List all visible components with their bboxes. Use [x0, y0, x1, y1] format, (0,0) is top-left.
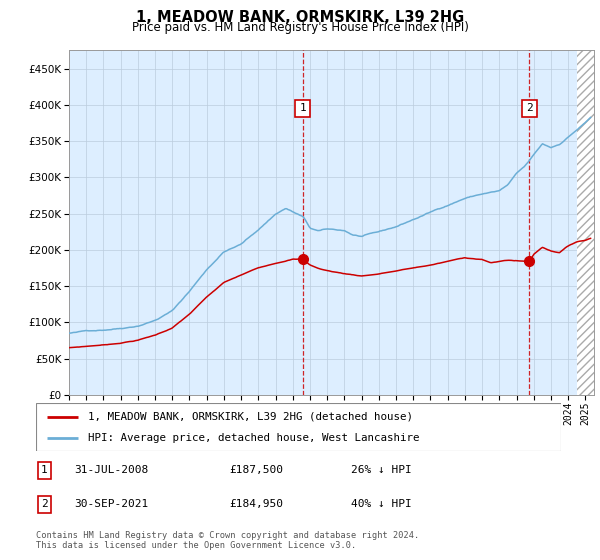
Text: 30-SEP-2021: 30-SEP-2021 [74, 500, 149, 510]
Text: 1: 1 [299, 104, 306, 114]
FancyBboxPatch shape [36, 403, 561, 451]
Text: 1, MEADOW BANK, ORMSKIRK, L39 2HG (detached house): 1, MEADOW BANK, ORMSKIRK, L39 2HG (detac… [89, 412, 413, 422]
Text: £184,950: £184,950 [229, 500, 283, 510]
Text: Contains HM Land Registry data © Crown copyright and database right 2024.
This d: Contains HM Land Registry data © Crown c… [36, 531, 419, 550]
Text: Price paid vs. HM Land Registry's House Price Index (HPI): Price paid vs. HM Land Registry's House … [131, 21, 469, 34]
Text: 40% ↓ HPI: 40% ↓ HPI [350, 500, 412, 510]
Text: £187,500: £187,500 [229, 465, 283, 475]
Text: 2: 2 [41, 500, 47, 510]
Text: 31-JUL-2008: 31-JUL-2008 [74, 465, 149, 475]
Text: 2: 2 [526, 104, 533, 114]
Text: 26% ↓ HPI: 26% ↓ HPI [350, 465, 412, 475]
Bar [577, 50, 594, 395]
Text: 1, MEADOW BANK, ORMSKIRK, L39 2HG: 1, MEADOW BANK, ORMSKIRK, L39 2HG [136, 10, 464, 25]
Text: HPI: Average price, detached house, West Lancashire: HPI: Average price, detached house, West… [89, 433, 420, 443]
Text: 1: 1 [41, 465, 47, 475]
